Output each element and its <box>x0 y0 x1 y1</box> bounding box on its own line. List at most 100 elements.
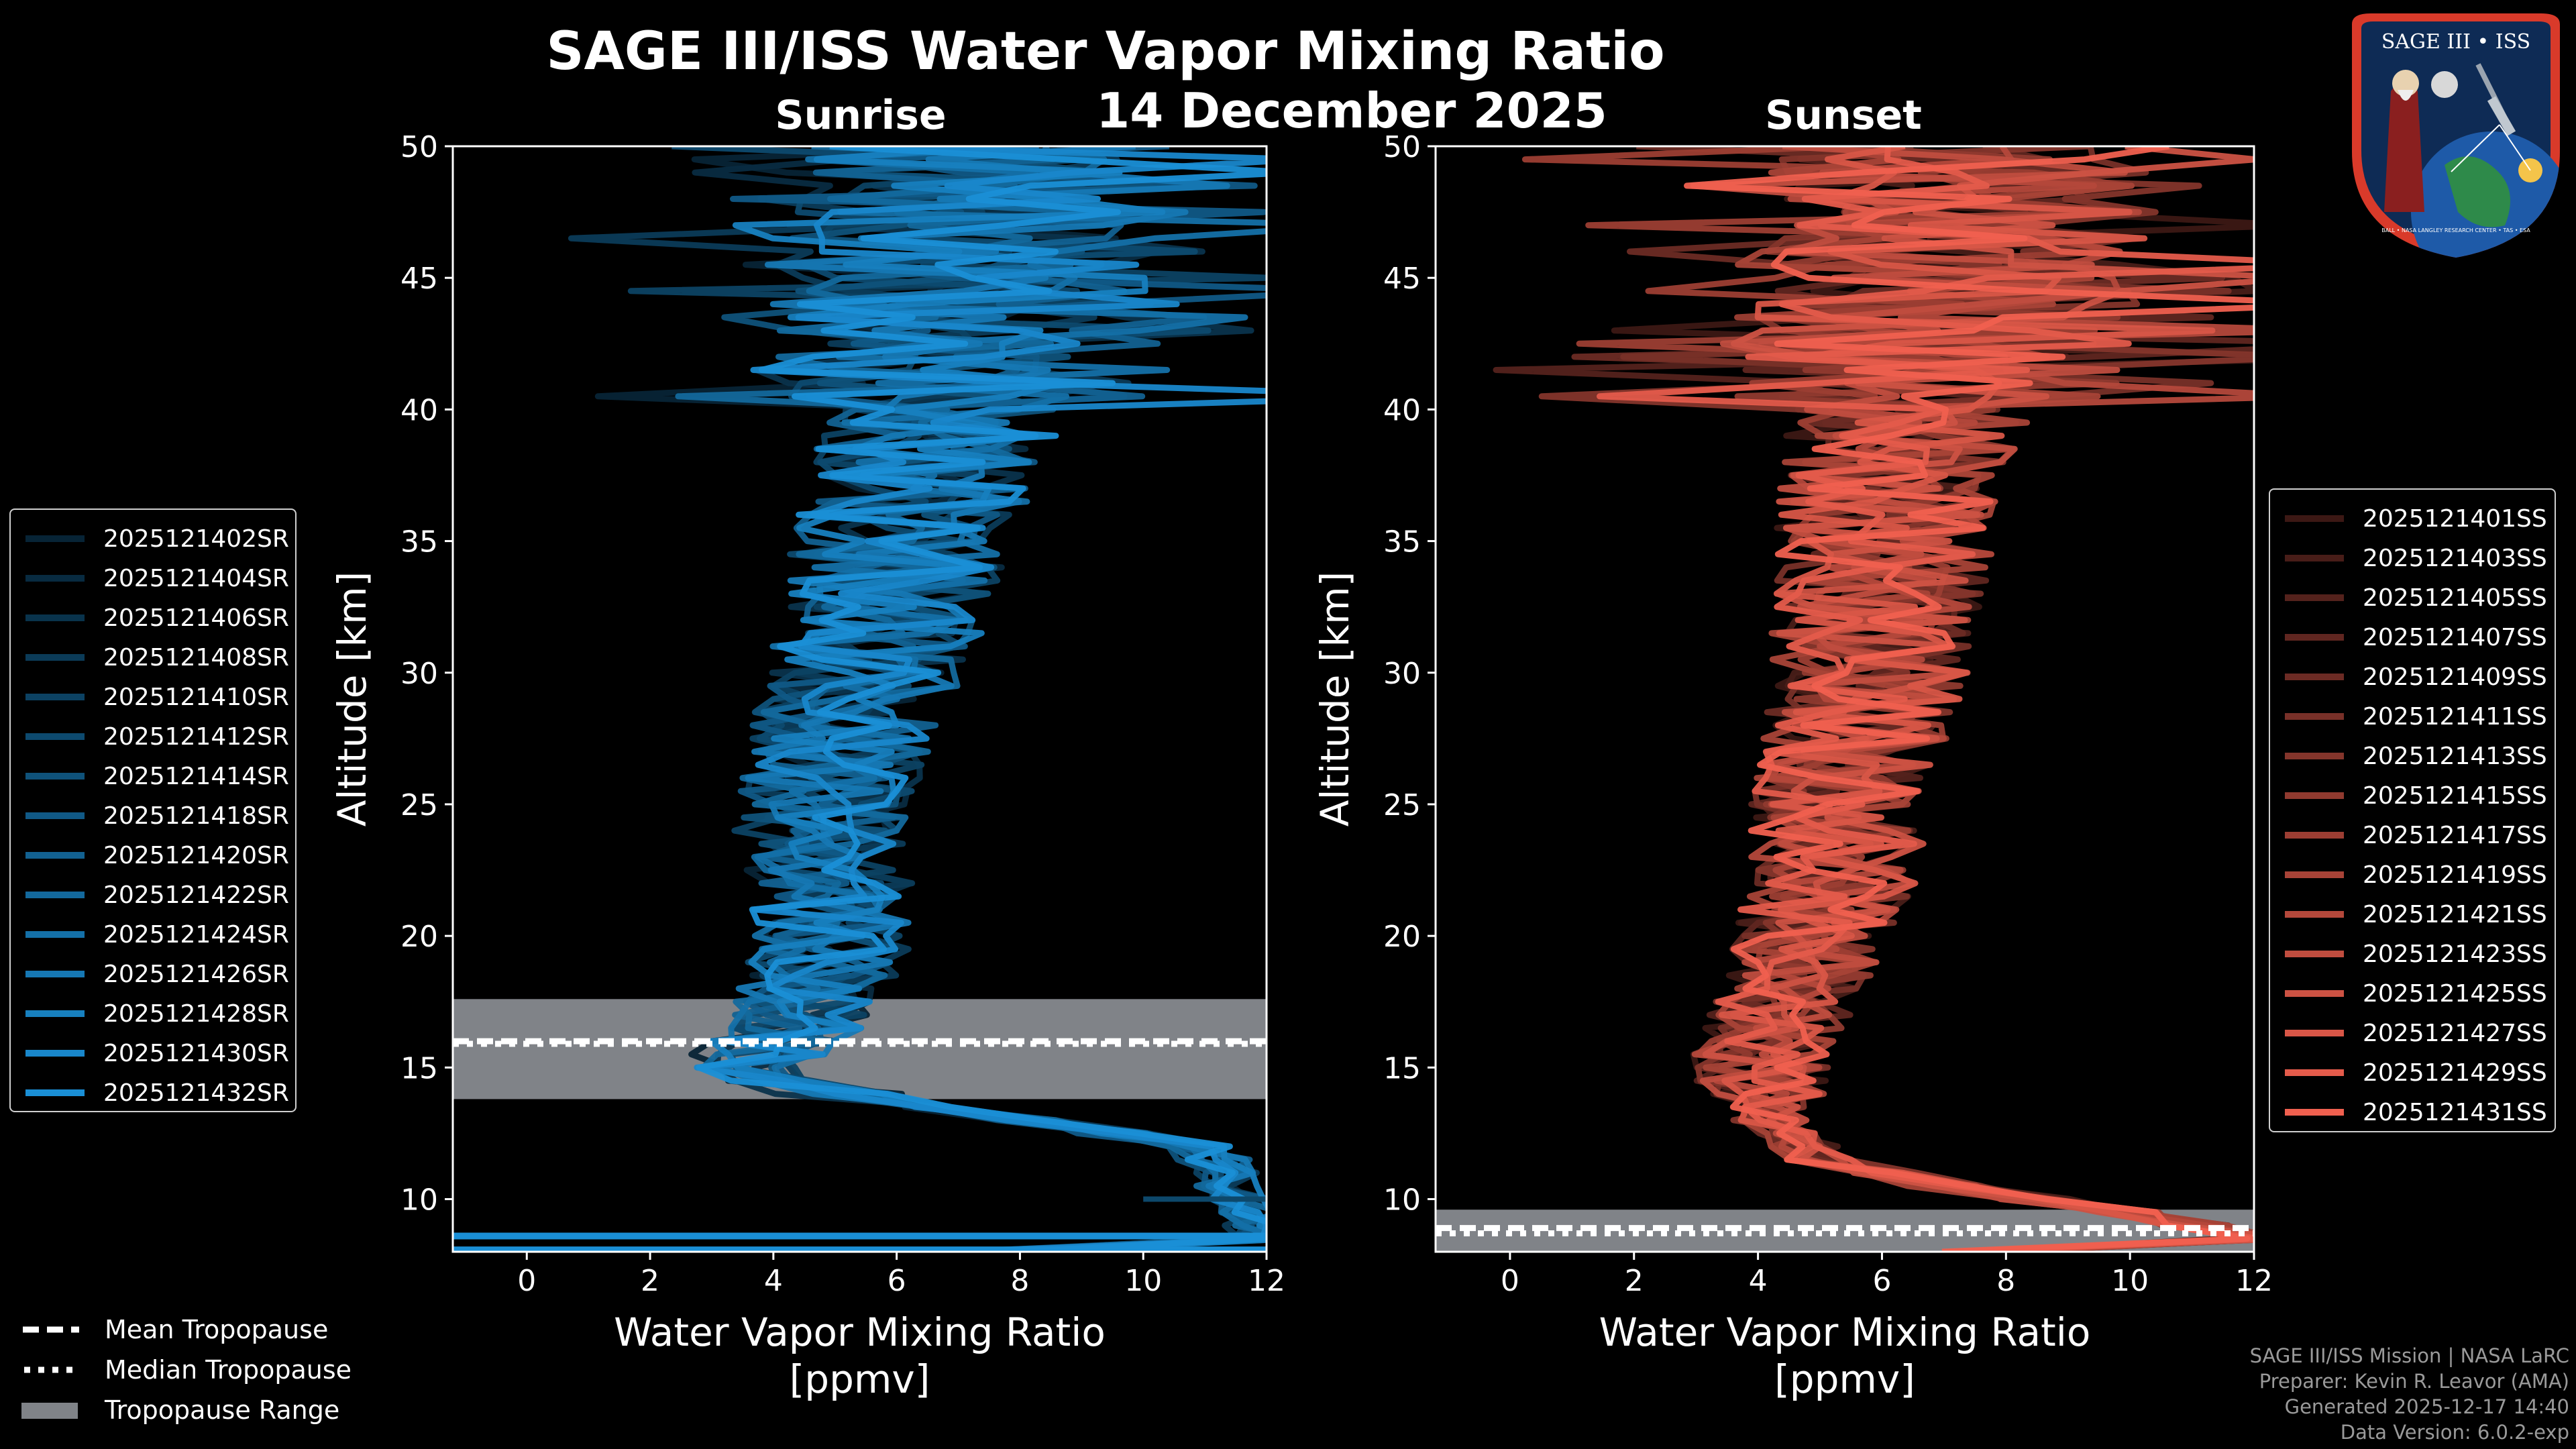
sunset-legend-entry: 2025121409SS <box>2270 657 2547 696</box>
sunset-legend-swatch <box>2285 1109 2344 1116</box>
sunset-legend-swatch <box>2285 911 2344 918</box>
sunset-plot-frame <box>1434 145 2255 1253</box>
sunrise-legend-entry: 2025121426SR <box>11 955 289 994</box>
sunset-legend-entry: 2025121415SS <box>2270 776 2547 815</box>
logo-ring-text: BALL • NASA LANGLEY RESEARCH CENTER • TA… <box>2381 227 2530 233</box>
sunrise-legend-entry: 2025121408SR <box>11 638 289 677</box>
footer-preparer: Preparer: Kevin R. Leavor (AMA) <box>2259 1370 2569 1393</box>
footer-version: Data Version: 6.0.2-exp <box>2340 1421 2569 1444</box>
sunrise-xtick-label: 0 <box>517 1264 536 1298</box>
sunset-legend-swatch <box>2285 515 2344 522</box>
sunset-xtick-label: 8 <box>1996 1264 2015 1298</box>
sunset-legend-label: 2025121409SS <box>2363 663 2547 691</box>
sunset-legend-entry: 2025121407SS <box>2270 618 2547 657</box>
sunset-xtick-label: 2 <box>1625 1264 1644 1298</box>
sunset-legend-label: 2025121415SS <box>2363 782 2547 810</box>
sunrise-legend-swatch <box>25 812 85 819</box>
sunrise-xtick-label: 10 <box>1124 1264 1162 1298</box>
sunrise-legend-label: 2025121408SR <box>103 643 289 672</box>
footer-credits: SAGE III/ISS Mission | NASA LaRC Prepare… <box>2250 1343 2569 1445</box>
sunset-xtick-label: 4 <box>1749 1264 1768 1298</box>
sunset-legend-swatch <box>2285 674 2344 680</box>
sunset-ytick-label: 20 <box>1383 920 1421 954</box>
sunrise-legend-label: 2025121406SR <box>103 604 289 632</box>
median-tropopause-label: Median Tropopause <box>105 1355 352 1385</box>
sunset-ytick-label: 30 <box>1383 657 1421 691</box>
sunrise-xtick-label: 8 <box>1010 1264 1029 1298</box>
sunset-legend-swatch <box>2285 1030 2344 1036</box>
sunset-legend-swatch <box>2285 792 2344 799</box>
sunset-legend-entry: 2025121421SS <box>2270 895 2547 934</box>
sunset-legend-entry: 2025121425SS <box>2270 974 2547 1013</box>
sunrise-plot-area <box>453 146 1267 1252</box>
sunrise-legend-entry: 2025121424SR <box>11 915 289 954</box>
sunrise-legend-label: 2025121412SR <box>103 722 289 751</box>
sunrise-ytick-label: 50 <box>400 130 438 164</box>
sunset-legend-label: 2025121425SS <box>2363 979 2547 1008</box>
sunset-ytick-label: 45 <box>1383 262 1421 296</box>
sunset-xtick-label: 10 <box>2111 1264 2149 1298</box>
sunrise-legend-swatch <box>25 694 85 700</box>
sunrise-legend-swatch <box>25 654 85 661</box>
sunset-ytick-label: 15 <box>1383 1051 1421 1085</box>
sunrise-xlabel-units: [ppmv] <box>790 1356 930 1402</box>
sunrise-ytick-label: 15 <box>400 1051 438 1085</box>
sunset-legend-label: 2025121401SS <box>2363 504 2547 533</box>
sunrise-series-2025121432SR <box>696 146 1267 1252</box>
sunset-legend-label: 2025121419SS <box>2363 861 2547 889</box>
sunset-series-2025121421SS <box>1691 146 2254 1252</box>
sunrise-legend-label: 2025121432SR <box>103 1079 289 1107</box>
sunrise-xlabel: Water Vapor Mixing Ratio <box>614 1309 1106 1355</box>
sunrise-ytick-label: 10 <box>400 1183 438 1218</box>
mission-patch-icon: SAGE III • ISS BALL • NASA LANGLEY RESEA… <box>2352 13 2560 258</box>
sunset-legend-entry: 2025121423SS <box>2270 934 2547 973</box>
range-swatch <box>21 1403 78 1419</box>
sunrise-legend-label: 2025121414SR <box>103 762 289 790</box>
sunset-xlabel-units: [ppmv] <box>1774 1356 1915 1402</box>
sage-iii-iss-logo: SAGE III • ISS BALL • NASA LANGLEY RESEA… <box>2344 11 2568 262</box>
dotted-line-swatch <box>24 1366 79 1373</box>
chart-title: SAGE III/ISS Water Vapor Mixing Ratio <box>546 21 1664 82</box>
sunset-legend-entry: 2025121431SS <box>2270 1093 2547 1132</box>
sunrise-xtick-label: 6 <box>888 1264 906 1298</box>
mean-tropopause-label: Mean Tropopause <box>105 1315 329 1344</box>
sunrise-ytick-label: 40 <box>400 393 438 427</box>
sunrise-legend-entry: 2025121402SR <box>11 519 289 558</box>
sunrise-legend-entry: 2025121430SR <box>11 1034 289 1073</box>
sunset-legend-entry: 2025121417SS <box>2270 816 2547 855</box>
sunrise-legend-label: 2025121428SR <box>103 1000 289 1028</box>
tropopause-range-label: Tropopause Range <box>105 1395 340 1425</box>
sunrise-legend-entry: 2025121420SR <box>11 836 289 875</box>
sunrise-legend-entry: 2025121428SR <box>11 994 289 1033</box>
sunset-legend-label: 2025121411SS <box>2363 702 2547 731</box>
mean-tropopause-entry: Mean Tropopause <box>20 1309 352 1350</box>
sunset-legend-swatch <box>2285 951 2344 957</box>
sunset-ytick-label: 25 <box>1383 788 1421 822</box>
sunset-xtick-label: 12 <box>2235 1264 2273 1298</box>
sunset-legend-label: 2025121413SS <box>2363 742 2547 770</box>
sunset-legend-label: 2025121405SS <box>2363 584 2547 612</box>
sunrise-xtick-label: 4 <box>764 1264 783 1298</box>
sunset-xtick-label: 0 <box>1501 1264 1519 1298</box>
sunrise-series-2025121428SR <box>708 146 1267 1252</box>
sunset-series-2025121429SS <box>1597 146 2254 1252</box>
sunset-series-2025121431SS <box>1684 146 2254 1252</box>
sunset-xtick-label: 6 <box>1872 1264 1891 1298</box>
sunset-legend-label: 2025121417SS <box>2363 821 2547 849</box>
sunrise-legend-entry: 2025121404SR <box>11 559 289 598</box>
sunset-legend-entry: 2025121411SS <box>2270 697 2547 736</box>
sunset-legend-label: 2025121429SS <box>2363 1059 2547 1087</box>
sunrise-panel: 0 2 4 6 8 10 12 10 15 20 25 30 35 40 45 50 Water Vapor M… <box>329 130 1285 1402</box>
sunset-xlabel: Water Vapor Mixing Ratio <box>1599 1309 2091 1355</box>
sunset-legend-entry: 2025121427SS <box>2270 1014 2547 1053</box>
sunrise-ytick-label: 45 <box>400 262 438 296</box>
tropopause-legend: Mean Tropopause Median Tropopause Tropop… <box>20 1309 352 1430</box>
sunset-legend: 2025121401SS 2025121403SS 2025121405SS 2025… <box>2269 488 2556 1132</box>
sunrise-xtick-label: 2 <box>641 1264 659 1298</box>
footer-generated: Generated 2025-12-17 14:40 <box>2284 1395 2569 1418</box>
sunrise-ytick-label: 35 <box>400 525 438 559</box>
sunset-legend-swatch <box>2285 555 2344 561</box>
sunrise-xtick-label: 12 <box>1248 1264 1285 1298</box>
sunrise-legend-label: 2025121402SR <box>103 525 289 553</box>
